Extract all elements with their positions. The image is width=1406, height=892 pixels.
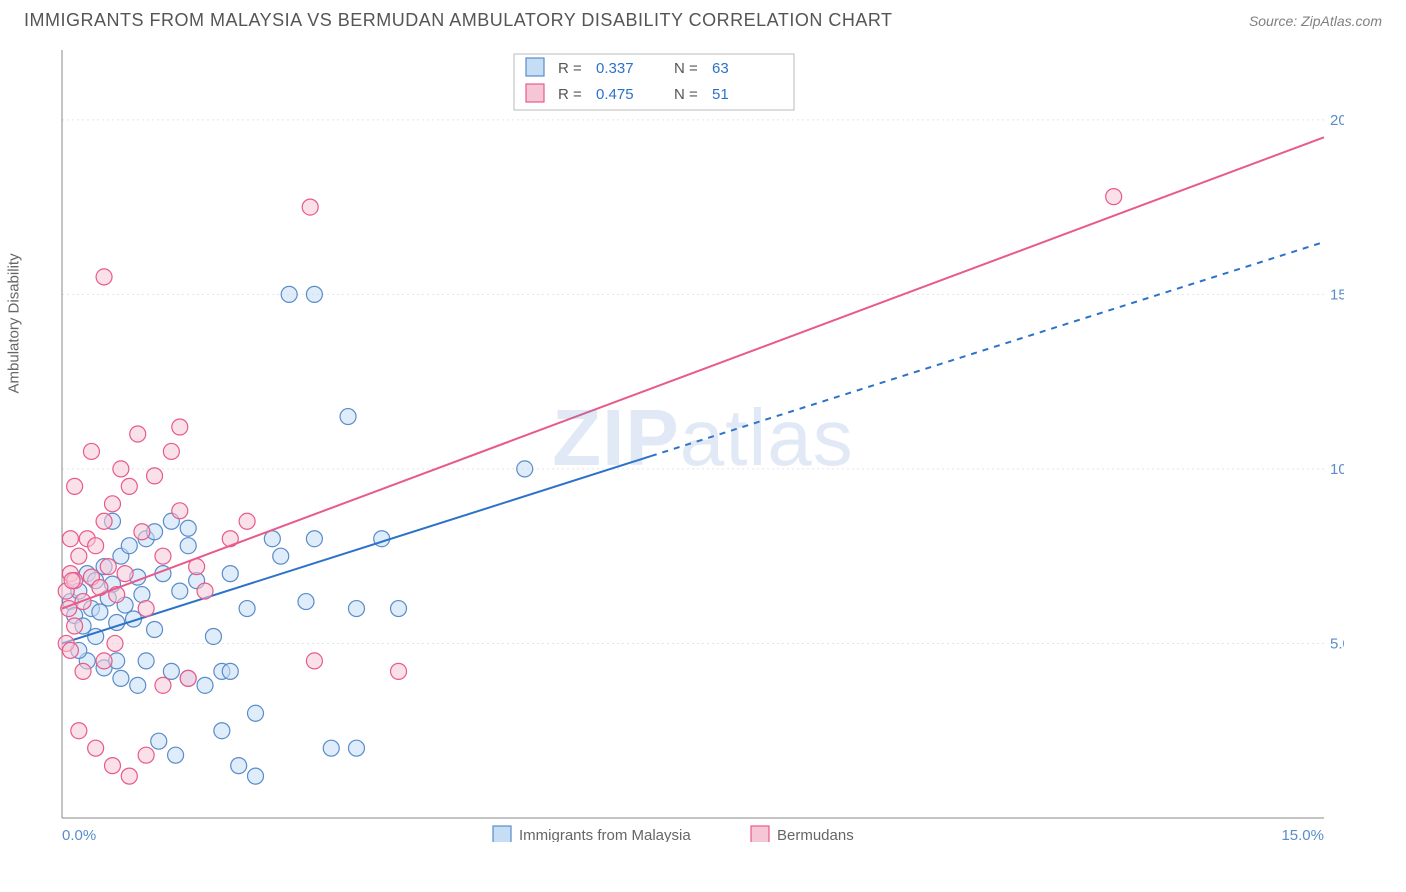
data-point [222,663,238,679]
x-tick-label: 0.0% [62,827,96,842]
data-point [391,663,407,679]
data-point [113,461,129,477]
data-point [155,548,171,564]
legend-swatch [526,84,544,102]
data-point [323,740,339,756]
data-point [147,468,163,484]
scatter-chart: 5.0% 10.0% 15.0% 20.0% 0.0% 15.0% R = 0.337 N = 6… [24,42,1344,842]
data-point [75,663,91,679]
data-point [163,663,179,679]
data-point [71,548,87,564]
data-point [96,653,112,669]
data-point [100,559,116,575]
data-point [92,604,108,620]
data-point [62,642,78,658]
chart-title: IMMIGRANTS FROM MALAYSIA VS BERMUDAN AMB… [24,10,893,31]
data-point [239,513,255,529]
legend-swatch [526,58,544,76]
data-point [138,653,154,669]
data-point [121,478,137,494]
y-tick-label: 15.0% [1330,286,1344,303]
data-point [67,618,83,634]
data-point [172,419,188,435]
data-point [205,628,221,644]
data-point [248,768,264,784]
trend-line-dashed [651,242,1324,456]
data-point [88,538,104,554]
data-point [163,443,179,459]
data-point [222,566,238,582]
data-point [121,538,137,554]
legend-swatch [493,826,511,842]
data-point [281,286,297,302]
chart-container: Ambulatory Disability 5.0%10.0%15.0%20.0… [24,42,1382,868]
data-point [348,601,364,617]
data-point [306,286,322,302]
data-point [197,583,213,599]
data-point [104,758,120,774]
data-point [172,583,188,599]
data-point [1106,189,1122,205]
legend-n-label: N = [674,86,698,103]
data-point [180,538,196,554]
legend-r-label: R = [558,86,582,103]
data-point [306,531,322,547]
data-point [67,478,83,494]
data-point [147,621,163,637]
data-point [306,653,322,669]
data-point [231,758,247,774]
y-tick-label: 20.0% [1330,112,1344,129]
legend-r-value: 0.475 [596,86,634,103]
data-point [88,740,104,756]
data-point [340,409,356,425]
data-point [348,740,364,756]
legend-box [514,54,794,110]
data-point [298,594,314,610]
data-point [138,601,154,617]
data-point [180,520,196,536]
data-point [214,723,230,739]
data-point [248,705,264,721]
data-point [96,269,112,285]
y-axis-label: Ambulatory Disability [6,253,23,393]
legend-r-label: R = [558,60,582,77]
data-point [302,199,318,215]
data-point [130,677,146,693]
data-point [113,670,129,686]
data-point [83,443,99,459]
data-point [64,573,80,589]
data-point [180,670,196,686]
legend-n-label: N = [674,60,698,77]
data-point [172,503,188,519]
legend-series-label: Immigrants from Malaysia [519,827,691,842]
data-point [107,635,123,651]
data-point [117,566,133,582]
y-tick-label: 5.0% [1330,635,1344,652]
source-label: Source: ZipAtlas.com [1249,13,1382,29]
data-point [121,768,137,784]
legend-r-value: 0.337 [596,60,634,77]
data-point [134,524,150,540]
y-tick-label: 10.0% [1330,461,1344,478]
data-point [155,677,171,693]
data-point [130,426,146,442]
data-point [391,601,407,617]
data-point [168,747,184,763]
data-point [104,496,120,512]
legend-n-value: 51 [712,86,729,103]
data-point [517,461,533,477]
legend-n-value: 63 [712,60,729,77]
x-tick-label: 15.0% [1281,827,1324,842]
data-point [151,733,167,749]
trend-line [62,137,1324,608]
data-point [197,677,213,693]
legend-series-label: Bermudans [777,827,854,842]
data-point [96,513,112,529]
data-point [273,548,289,564]
data-point [71,723,87,739]
data-point [138,747,154,763]
data-point [239,601,255,617]
legend-swatch [751,826,769,842]
data-point [62,531,78,547]
